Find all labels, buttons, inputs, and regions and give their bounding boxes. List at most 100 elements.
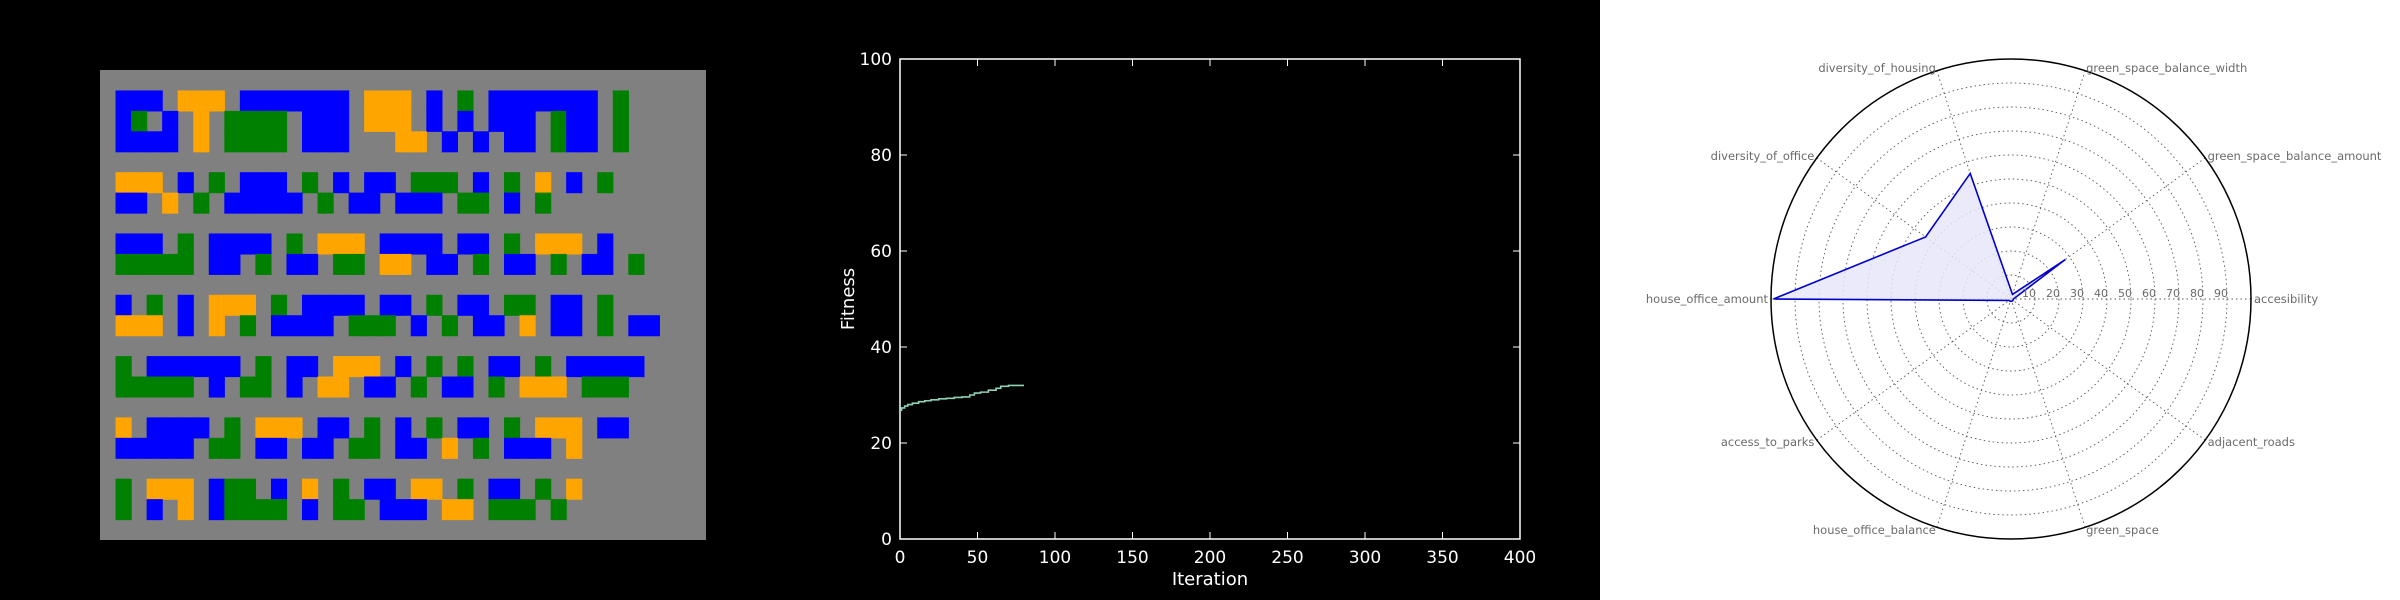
office-cell <box>286 192 303 214</box>
office-cell <box>317 417 334 439</box>
housing-cell <box>410 478 427 500</box>
housing-cell <box>317 376 334 398</box>
radar-axis-label: access_to_parks <box>1721 435 1815 449</box>
radar-radial-tick-label: 90 <box>2214 287 2228 300</box>
housing-cell <box>426 478 443 500</box>
office-cell <box>302 131 319 153</box>
office-cell <box>612 356 629 378</box>
housing-cell <box>379 253 396 275</box>
housing-cell <box>115 315 132 337</box>
green-cell <box>364 437 381 459</box>
office-cell <box>395 437 412 459</box>
office-cell <box>239 90 256 112</box>
green-cell <box>146 376 163 398</box>
radar-axis-label: adjacent_roads <box>2208 435 2295 449</box>
housing-cell <box>379 90 396 112</box>
office-cell <box>410 233 427 255</box>
green-cell <box>286 233 303 255</box>
office-cell <box>550 90 567 112</box>
office-cell <box>302 437 319 459</box>
office-cell <box>410 437 427 459</box>
housing-cell <box>333 376 350 398</box>
office-cell <box>504 253 521 275</box>
radar-radial-tick-label: 80 <box>2190 287 2204 300</box>
green-cell <box>581 376 598 398</box>
green-cell <box>441 172 458 194</box>
office-cell <box>162 131 179 153</box>
housing-cell <box>550 417 567 439</box>
office-cell <box>255 90 272 112</box>
radar-area <box>1773 173 2066 302</box>
office-cell <box>208 253 225 275</box>
green-cell <box>239 110 256 132</box>
office-cell <box>239 233 256 255</box>
office-cell <box>115 233 132 255</box>
radar-spoke <box>2010 298 2206 441</box>
housing-cell <box>131 315 148 337</box>
office-cell <box>597 356 614 378</box>
housing-cell <box>177 478 194 500</box>
housing-cell <box>177 90 194 112</box>
green-cell <box>115 478 132 500</box>
office-cell <box>597 253 614 275</box>
radar-outer-circle <box>1770 58 2252 540</box>
housing-cell <box>535 417 552 439</box>
green-cell <box>504 172 521 194</box>
green-cell <box>333 499 350 521</box>
office-cell <box>317 294 334 316</box>
office-cell <box>302 90 319 112</box>
green-cell <box>597 376 614 398</box>
office-cell <box>535 437 552 459</box>
office-cell <box>488 478 505 500</box>
green-cell <box>208 437 225 459</box>
office-cell <box>535 90 552 112</box>
housing-cell <box>208 294 225 316</box>
land-use-grid <box>100 70 706 540</box>
office-cell <box>566 294 583 316</box>
office-cell <box>519 131 536 153</box>
office-cell <box>146 437 163 459</box>
green-cell <box>270 499 288 521</box>
office-cell <box>504 110 521 132</box>
housing-cell <box>224 294 241 316</box>
office-cell <box>364 376 381 398</box>
housing-cell <box>379 110 396 132</box>
radar-grid-circle <box>1890 178 2132 420</box>
office-cell <box>177 172 194 194</box>
green-cell <box>457 478 474 500</box>
housing-cell <box>115 172 132 194</box>
office-cell <box>333 110 350 132</box>
x-tick-label: 0 <box>895 548 906 568</box>
office-cell <box>317 90 334 112</box>
office-cell <box>426 253 443 275</box>
housing-cell <box>208 315 225 337</box>
land-use-grid-panel <box>0 0 800 600</box>
office-cell <box>270 172 288 194</box>
office-cell <box>286 376 303 398</box>
x-tick-label: 150 <box>1116 548 1148 568</box>
office-cell <box>441 376 458 398</box>
housing-cell <box>395 110 412 132</box>
office-cell <box>239 192 256 214</box>
x-tick-label: 50 <box>967 548 989 568</box>
office-cell <box>333 172 350 194</box>
office-cell <box>146 499 163 521</box>
green-cell <box>426 294 443 316</box>
green-cell <box>364 417 381 439</box>
office-cell <box>115 110 132 132</box>
green-cell <box>239 315 256 337</box>
green-cell <box>224 437 241 459</box>
green-cell <box>146 253 163 275</box>
green-cell <box>239 478 256 500</box>
radar-axis-label: accesibility <box>2254 292 2318 306</box>
green-cell <box>597 294 614 316</box>
green-cell <box>224 110 241 132</box>
office-cell <box>395 417 412 439</box>
office-cell <box>519 90 536 112</box>
green-cell <box>177 253 194 275</box>
green-cell <box>410 376 427 398</box>
office-cell <box>379 294 396 316</box>
green-cell <box>379 315 396 337</box>
housing-cell <box>535 376 552 398</box>
housing-cell <box>146 315 163 337</box>
